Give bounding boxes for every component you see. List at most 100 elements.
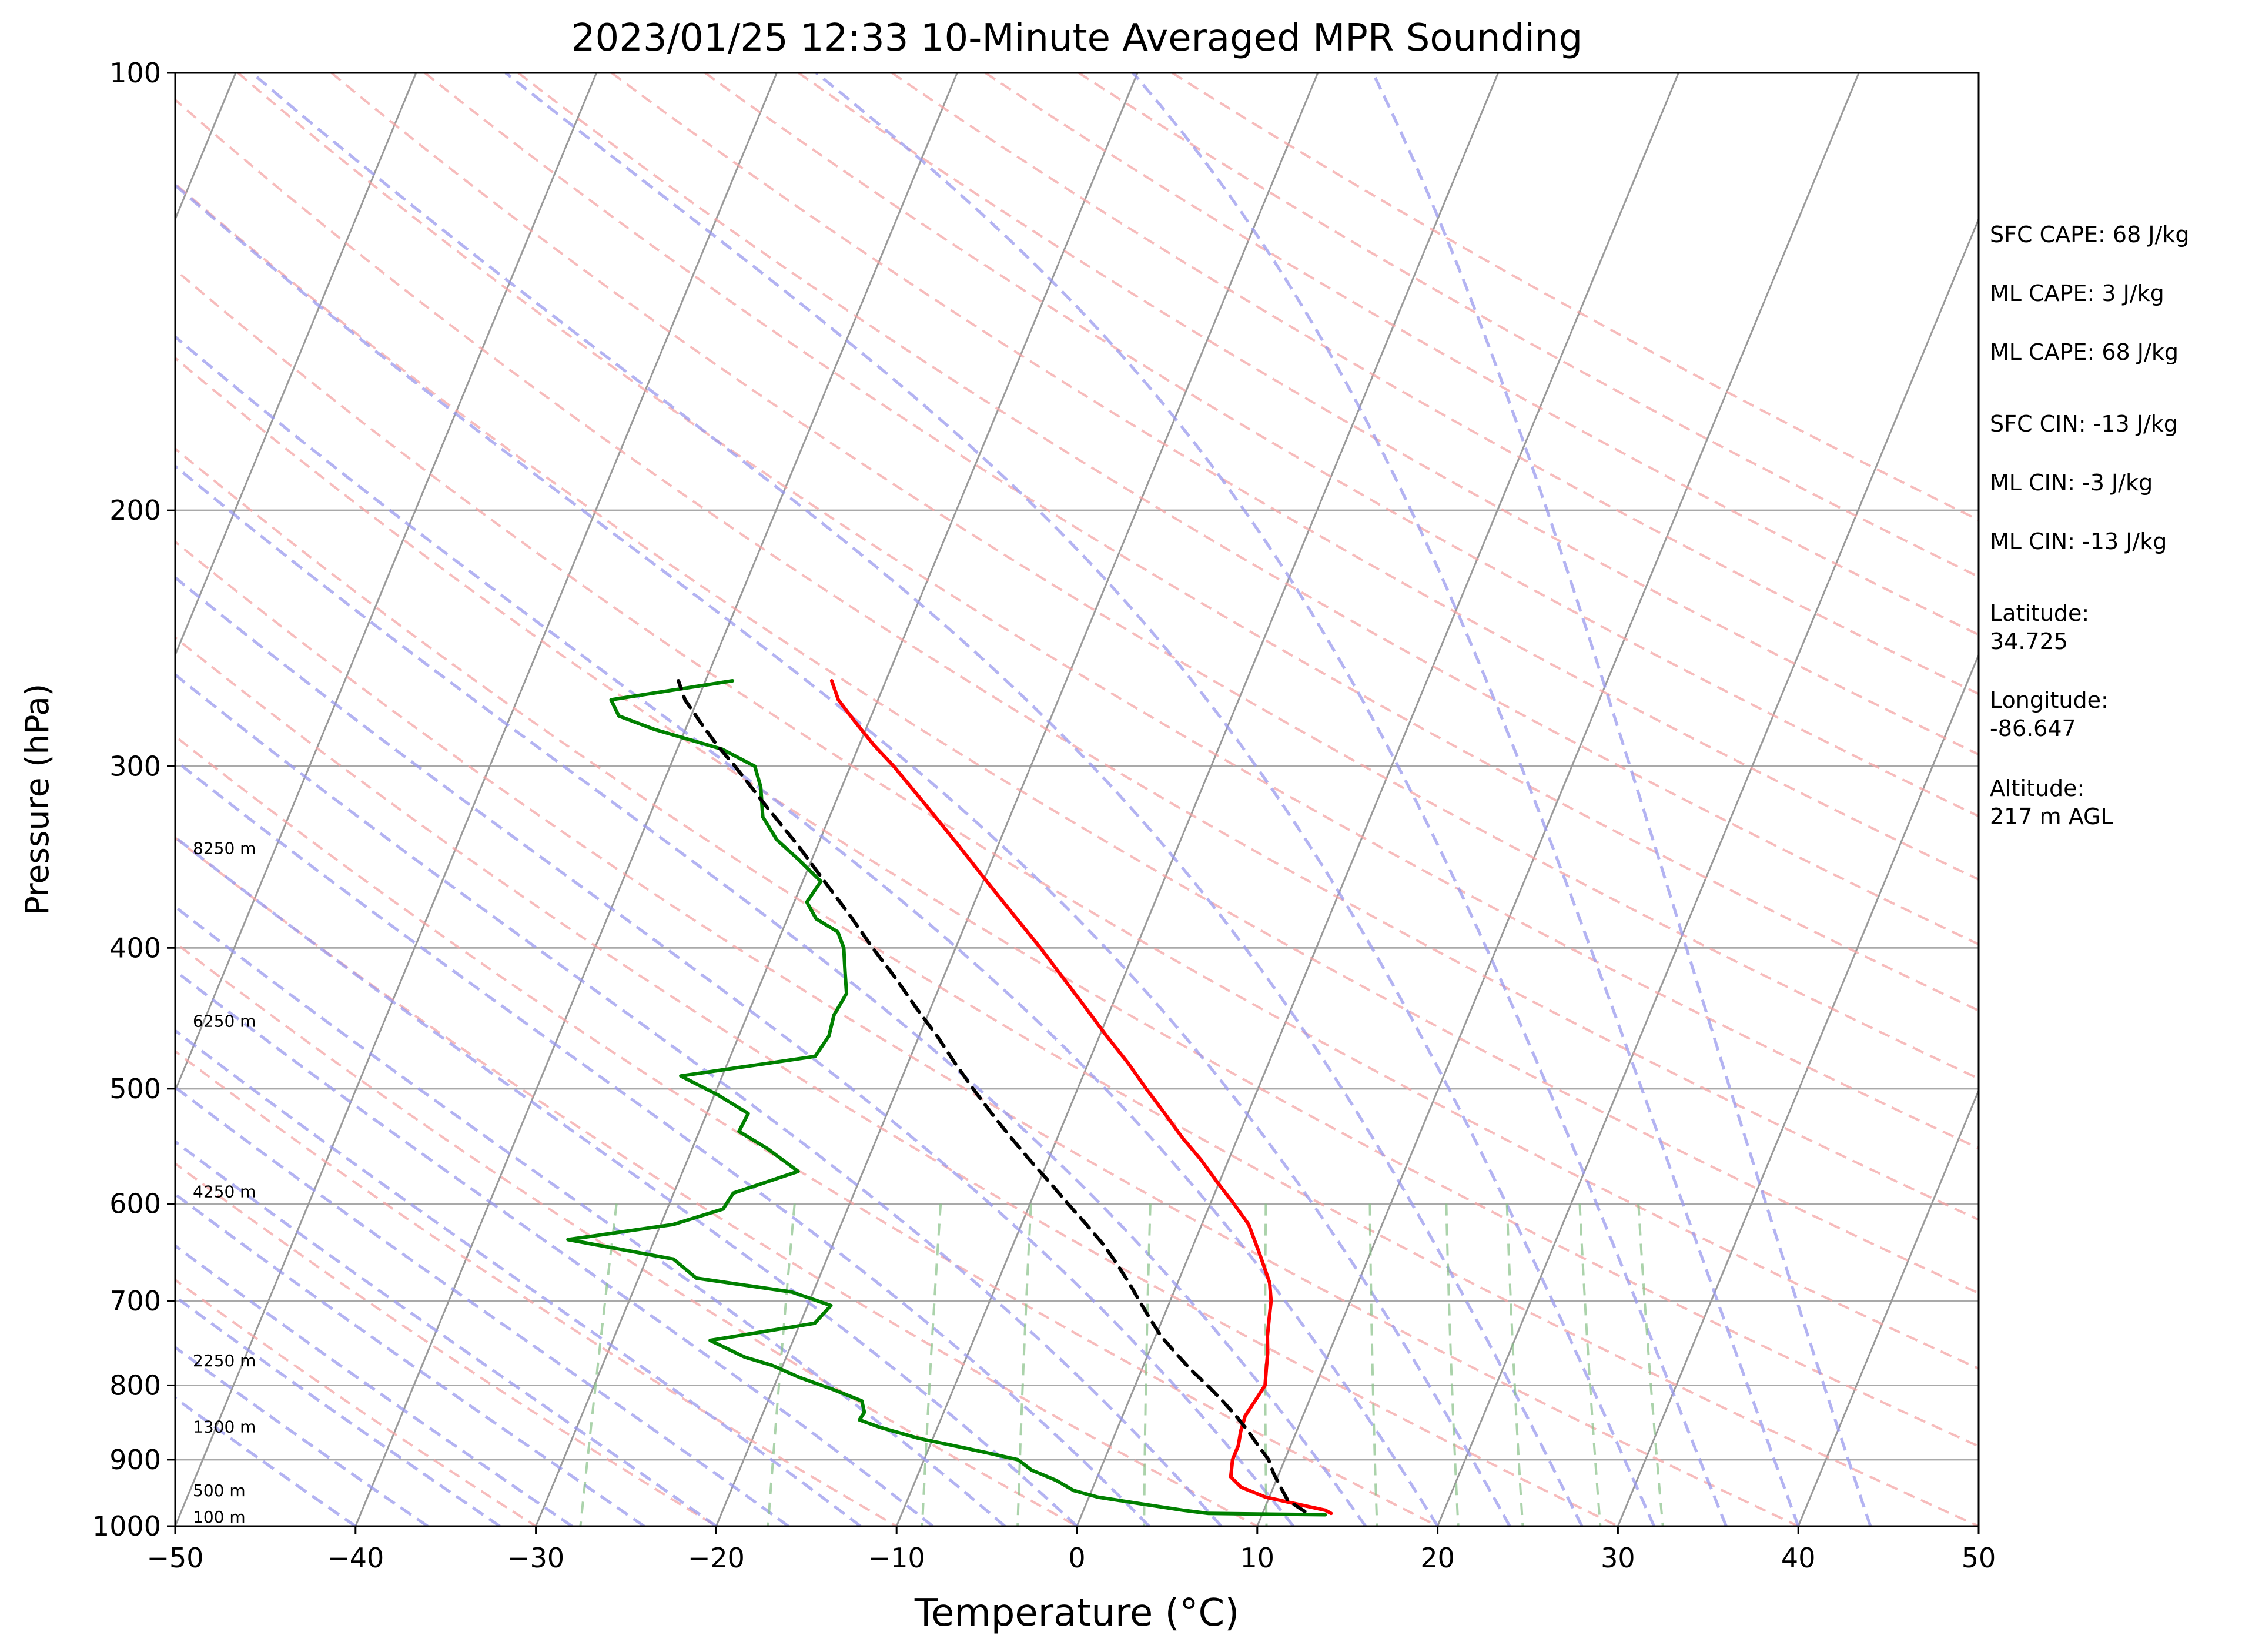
moist-adiabat	[1371, 73, 1872, 1526]
dry-adiabat	[237, 73, 1979, 1150]
x-tick-label: −30	[507, 1542, 564, 1574]
parcel-line	[677, 679, 1307, 1513]
dry-adiabat	[704, 73, 1979, 818]
height-label: 4250 m	[193, 1182, 256, 1201]
isotherm-line	[175, 73, 417, 657]
mixing-ratio-line	[1368, 1203, 1378, 1526]
parameter-text: Longitude:	[1990, 687, 2109, 713]
mixing-ratio-line	[1578, 1203, 1602, 1526]
x-tick-label: −40	[327, 1542, 384, 1574]
moist-adiabat	[175, 576, 1295, 1526]
y-axis-label: Pressure (hPa)	[18, 684, 56, 916]
moist-adiabat	[175, 758, 1150, 1526]
dry-adiabat	[1172, 73, 1979, 521]
parameter-text: SFC CAPE: 68 J/kg	[1990, 222, 2190, 248]
y-tick-label: 900	[109, 1444, 161, 1476]
moist-adiabat	[175, 969, 934, 1526]
moist-adiabat	[175, 335, 1439, 1526]
isotherm-line	[715, 73, 1319, 1526]
parameter-text: ML CIN: -13 J/kg	[1990, 529, 2167, 554]
mixing-ratio-lines	[579, 1203, 1664, 1526]
sounding-parameters: SFC CAPE: 68 J/kg ML CAPE: 3 J/kg ML CAPE:…	[1990, 222, 2190, 830]
y-tick-label: 300	[109, 750, 161, 782]
dry-adiabat	[175, 98, 1979, 1221]
isotherm-line	[354, 73, 958, 1526]
height-label: 2250 m	[193, 1351, 256, 1370]
dry-adiabat	[175, 268, 1979, 1370]
mixing-ratio-line	[1505, 1203, 1524, 1526]
moist-adiabat	[175, 1295, 501, 1526]
x-tick-label: 10	[1240, 1542, 1275, 1574]
x-tick-label: 30	[1601, 1542, 1635, 1574]
height-labels: 100 m 500 m 1300 m 2250 m 4250 m 6250 m 8250 m	[193, 839, 256, 1527]
moist-adiabat	[175, 1139, 717, 1526]
plot-area	[175, 73, 1979, 1526]
moist-adiabat	[175, 1243, 573, 1526]
x-axis-label: Temperature (°C)	[914, 1591, 1239, 1635]
y-tick-label: 1000	[92, 1510, 161, 1542]
mixing-ratio-line	[1445, 1203, 1460, 1526]
mixing-ratio-line	[579, 1203, 618, 1526]
moist-adiabat	[175, 673, 1223, 1526]
mixing-ratio-line	[1143, 1203, 1152, 1526]
moist-adiabats	[175, 73, 1872, 1526]
parameter-text: ML CAPE: 68 J/kg	[1990, 339, 2179, 365]
x-axis-ticks: −50 −40 −30 −20 −10 0 10 20 30 40 50	[146, 1526, 1996, 1574]
x-tick-label: 50	[1962, 1542, 1996, 1574]
chart-title: 2023/01/25 12:33 10-Minute Averaged MPR …	[571, 16, 1582, 60]
x-tick-label: 20	[1420, 1542, 1455, 1574]
dry-adiabats	[175, 73, 1979, 1526]
dry-adiabat	[611, 73, 1979, 881]
parameter-text: -86.647	[1990, 715, 2076, 741]
dry-adiabat	[424, 73, 1979, 1012]
y-tick-label: 600	[109, 1188, 161, 1220]
dry-adiabat	[798, 73, 1979, 756]
isotherm-line	[1256, 73, 1860, 1526]
temperature-line	[829, 679, 1333, 1516]
y-tick-label: 500	[109, 1073, 161, 1105]
dry-adiabat	[517, 73, 1979, 946]
isotherm-line	[175, 73, 597, 1093]
moist-adiabat	[175, 1192, 645, 1526]
height-label: 6250 m	[193, 1012, 256, 1031]
isotherm-line	[175, 73, 778, 1526]
dry-adiabat	[175, 1162, 717, 1526]
y-tick-label: 100	[109, 57, 161, 89]
mixing-ratio-line	[767, 1203, 796, 1526]
dry-adiabat	[175, 540, 1799, 1526]
moist-adiabat	[815, 73, 1728, 1526]
y-tick-label: 400	[109, 932, 161, 964]
height-label: 500 m	[193, 1481, 246, 1500]
dry-adiabat	[330, 73, 1979, 1080]
x-tick-label: −50	[146, 1542, 203, 1574]
moist-adiabat	[1132, 73, 1800, 1526]
isotherm-line	[535, 73, 1139, 1526]
parameter-text: 217 m AGL	[1990, 804, 2113, 830]
mixing-ratio-line	[1016, 1203, 1032, 1526]
height-label: 100 m	[193, 1507, 246, 1527]
parameter-text: Altitude:	[1990, 775, 2084, 801]
dry-adiabat	[985, 73, 1979, 636]
dewpoint-line	[566, 679, 1327, 1517]
moist-adiabat	[175, 183, 1511, 1526]
x-tick-label: −10	[868, 1542, 925, 1574]
dry-adiabat	[175, 941, 1078, 1526]
sounding-series	[566, 679, 1333, 1517]
parameter-text: Latitude:	[1990, 600, 2089, 626]
moist-adiabat	[175, 1085, 789, 1526]
parameter-text: ML CAPE: 3 J/kg	[1990, 280, 2164, 306]
height-label: 8250 m	[193, 839, 256, 858]
dry-adiabat	[175, 447, 1979, 1526]
x-tick-label: −20	[688, 1542, 745, 1574]
height-label: 1300 m	[193, 1417, 256, 1436]
moist-adiabat	[175, 905, 1006, 1526]
dry-adiabat	[175, 182, 1979, 1295]
moist-adiabat	[175, 464, 1367, 1526]
x-tick-label: 0	[1068, 1542, 1085, 1574]
moist-adiabat	[250, 73, 1584, 1526]
moist-adiabat	[175, 835, 1078, 1526]
parameter-text: SFC CIN: -13 J/kg	[1990, 411, 2178, 437]
isotherm-line	[1437, 216, 1979, 1526]
